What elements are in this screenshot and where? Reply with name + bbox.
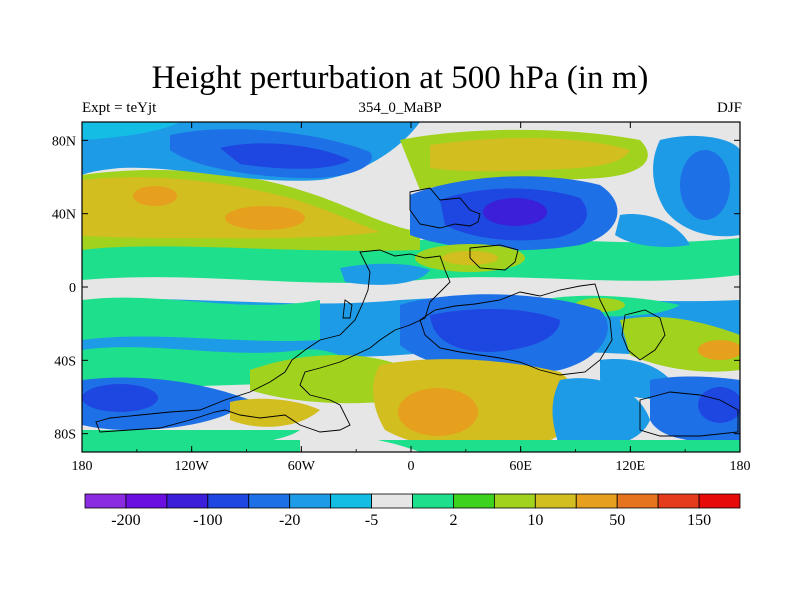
field-sh-high-max bbox=[398, 388, 478, 436]
y-tick-label: 80N bbox=[52, 134, 76, 149]
y-axis: 80N 40N 0 40S 80S bbox=[52, 134, 740, 443]
colorbar-swatch bbox=[453, 493, 495, 509]
colorbar-label: 10 bbox=[527, 512, 543, 529]
x-tick-label: 0 bbox=[408, 459, 415, 474]
field-npac-blue bbox=[680, 150, 730, 220]
colorbar: -200 -100 -20 -5 2 10 50 150 bbox=[84, 493, 741, 529]
field-band-s-pacific bbox=[82, 297, 320, 342]
colorbar-swatch bbox=[166, 493, 209, 509]
colorbar-swatch bbox=[207, 493, 250, 509]
x-tick-label: 120W bbox=[175, 459, 210, 474]
island-1 bbox=[342, 299, 353, 319]
continent-microcontinent bbox=[469, 244, 519, 271]
colorbar-swatch bbox=[575, 493, 618, 509]
field-eq-atl-cyan bbox=[340, 263, 430, 285]
y-tick-label: 80S bbox=[54, 428, 76, 443]
field-sp-core-west bbox=[82, 384, 158, 412]
x-tick-label: 60W bbox=[288, 459, 316, 474]
colorbar-label: 150 bbox=[687, 512, 711, 529]
x-tick-label: 120E bbox=[616, 459, 646, 474]
field-nh-low-core bbox=[220, 143, 350, 169]
season-label: DJF bbox=[716, 100, 742, 116]
colorbar-label: -100 bbox=[193, 512, 222, 529]
field-sh-pac-max bbox=[698, 340, 740, 360]
x-axis: 180 120W 60W 0 60E 120E 180 bbox=[72, 122, 751, 474]
field-eurasia-yellow bbox=[430, 138, 630, 172]
contour-field bbox=[82, 122, 740, 452]
field-max-nh-pacific bbox=[133, 186, 177, 206]
colorbar-swatch bbox=[330, 493, 372, 509]
continent-southeast bbox=[639, 391, 739, 437]
continent-outlines bbox=[95, 187, 739, 437]
continent-se bbox=[621, 309, 666, 361]
y-tick-label: 0 bbox=[69, 281, 76, 296]
colorbar-swatch bbox=[248, 493, 291, 509]
field-asia-trough-core bbox=[483, 198, 547, 226]
x-tick-label: 60E bbox=[509, 459, 532, 474]
experiment-label: Expt = teYjt bbox=[82, 100, 157, 116]
continent-gondwana-west bbox=[95, 249, 451, 433]
colorbar-swatch bbox=[698, 493, 741, 509]
colorbar-swatch bbox=[125, 493, 168, 509]
period-label: 354_0_MaBP bbox=[358, 100, 442, 116]
field-npac-cyan2 bbox=[615, 214, 690, 247]
x-tick-label: 180 bbox=[72, 459, 93, 474]
colorbar-swatch bbox=[289, 493, 332, 509]
colorbar-label: 50 bbox=[609, 512, 625, 529]
x-tick-label: 180 bbox=[730, 459, 751, 474]
y-tick-label: 40S bbox=[54, 354, 76, 369]
colorbar-swatch bbox=[657, 493, 700, 509]
colorbar-label: -20 bbox=[279, 512, 300, 529]
colorbar-swatch bbox=[371, 493, 413, 509]
colorbar-swatch bbox=[616, 493, 659, 509]
continent-gondwana-east bbox=[419, 283, 613, 376]
chart-title: Height perturbation at 500 hPa (in m) bbox=[151, 60, 649, 96]
y-tick-label: 40N bbox=[52, 208, 76, 223]
field-s-trough-core bbox=[430, 308, 560, 352]
colorbar-label: -200 bbox=[111, 512, 140, 529]
field-sh-cyan-east bbox=[552, 378, 650, 450]
colorbar-label: 2 bbox=[449, 512, 457, 529]
field-max-nh-atlantic bbox=[225, 206, 305, 230]
continent-north bbox=[409, 187, 481, 229]
field-sp-gap bbox=[300, 436, 420, 452]
colorbar-swatch bbox=[84, 493, 127, 509]
field-sh-core-east bbox=[698, 387, 740, 423]
field-band-tropics-north bbox=[82, 237, 740, 283]
colorbar-swatch bbox=[412, 493, 454, 509]
colorbar-swatch bbox=[493, 493, 536, 509]
colorbar-swatch bbox=[534, 493, 577, 509]
field-sp-yellow-west bbox=[230, 398, 320, 427]
colorbar-label: -5 bbox=[365, 512, 378, 529]
field-nh-arctic-edge bbox=[82, 122, 180, 140]
